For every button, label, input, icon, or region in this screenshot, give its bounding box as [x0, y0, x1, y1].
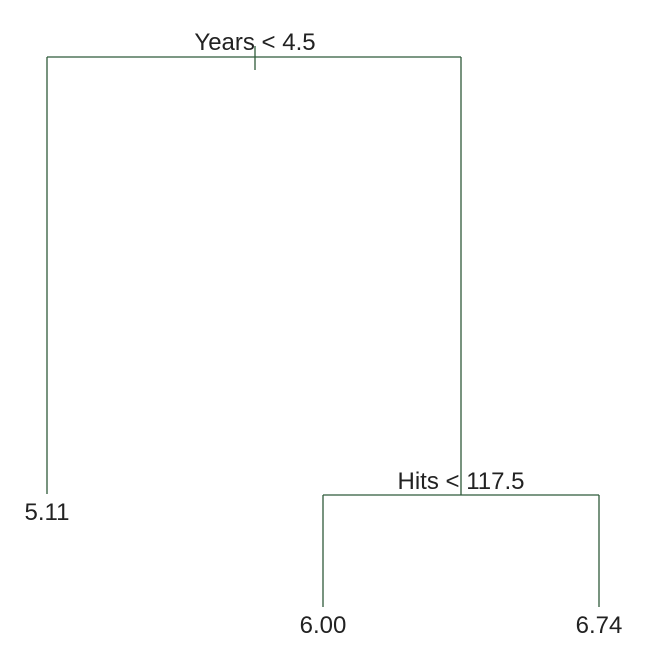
- hits-split-label: Hits < 117.5: [398, 468, 525, 495]
- leaf-right-value: 6.74: [576, 612, 623, 639]
- root-split-label: Years < 4.5: [194, 29, 315, 56]
- leaf-middle-value: 6.00: [300, 612, 347, 639]
- leaf-left-value: 5.11: [25, 499, 70, 526]
